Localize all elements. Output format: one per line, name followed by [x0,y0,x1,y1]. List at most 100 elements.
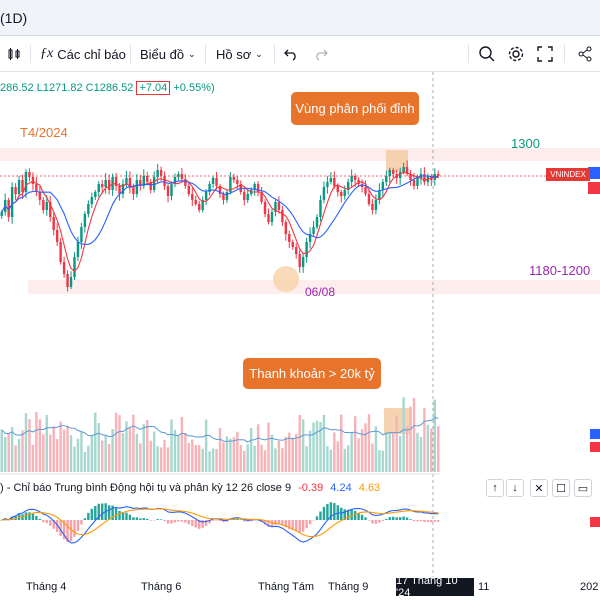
candle-body [218,186,222,194]
volume-bar [267,422,270,472]
callout-liquidity: Thanh khoản > 20k tỷ [243,358,381,389]
move-pane-down-button[interactable]: ↓ [506,479,524,497]
ohlc-change-pct: +0.55%) [173,82,215,94]
price-badge: VNINDEX [546,168,590,181]
move-pane-up-button[interactable]: ↑ [486,479,504,497]
volume-bar [426,424,430,472]
quick-search-button[interactable] [478,36,496,72]
fullscreen-button[interactable] [537,36,553,72]
candle-body [437,174,440,176]
volume-bar [104,435,107,472]
macd-bar [291,520,294,531]
volume-bar [156,446,159,472]
macd-bar [409,519,412,520]
volume-bar [398,435,402,472]
gear-icon [508,46,524,62]
macd-value-1: -0.39 [298,482,324,494]
price-scale-marker [588,167,600,179]
share-button[interactable] [577,36,593,72]
candle-body [253,184,256,190]
volume-bar [295,434,298,472]
candle-body [149,182,152,190]
volume-bar [21,430,24,472]
collapse-pane-button[interactable]: ▭ [574,479,592,497]
candles-icon [8,48,20,60]
macd-bar [177,520,180,522]
volume-bar [90,435,94,472]
macd-bar [173,520,177,523]
macd-bar [239,519,242,521]
volume-bar [128,428,132,472]
candle-body [353,176,357,180]
candle-body [184,179,187,186]
macd-bar [118,510,121,520]
candle-body [28,172,31,177]
volume-bar [409,406,412,472]
macd-bar [28,512,31,520]
ma-slow-line [1,175,439,245]
support-zone [28,280,600,294]
macd-bar [159,519,163,520]
candle-body [222,194,225,200]
macd-title: ) - Chỉ báo Trung bình Động hội tụ và ph… [0,482,223,494]
volume-bar [35,412,38,472]
candle-body [232,177,236,180]
macd-bar [312,520,315,521]
volume-bar [277,440,281,472]
macd-legend: ) - Chỉ báo Trung bình Động hội tụ và ph… [0,482,380,494]
candle-body [246,194,249,200]
volume-bar [80,432,83,472]
candle-body [121,184,125,194]
macd-bar [281,520,284,526]
price-chart[interactable] [0,72,600,577]
macd-bar [194,520,197,528]
redo-button[interactable] [314,36,328,72]
volume-bar [346,445,350,472]
macd-bar [371,520,374,524]
volume-bar [218,428,222,472]
macd-bar [211,520,215,521]
candle-body [295,247,298,254]
time-axis-label: 202 [580,581,599,593]
volume-bar [274,448,277,472]
candle-body [322,187,326,200]
undo-button[interactable] [284,36,298,72]
candle-body [340,192,343,196]
macd-bar [398,517,402,520]
macd-bar [59,520,62,536]
volume-bar [222,442,225,472]
maximize-pane-button[interactable]: ☐ [552,479,570,497]
macd-bar [201,520,204,528]
candle-body [208,184,211,192]
candle-body [329,178,333,182]
profile-dropdown[interactable]: Hồ sơ ⌄ [216,36,263,72]
macd-bar [267,520,270,527]
compare-button[interactable] [6,36,22,72]
macd-bar [274,520,277,525]
peak-highlight [386,150,408,172]
candle-body [350,176,353,182]
settings-button[interactable] [507,36,525,72]
volume-bar [385,432,388,472]
macd-params: 12 26 close 9 [225,482,292,494]
chart-type-dropdown[interactable]: Biểu đồ ⌄ [140,36,196,72]
macd-value-3: 4.63 [358,482,381,494]
macd-bar [166,520,170,524]
candle-body [35,184,38,192]
volume-bar [118,415,121,472]
indicators-button[interactable]: ƒx Các chỉ báo [40,36,126,72]
macd-bar [343,509,346,520]
macd-bar [295,520,298,532]
time-axis-label: Tháng 6 [141,581,182,593]
window-title: (1D) [0,10,28,26]
macd-bar [308,520,312,525]
volume-bar [419,436,423,472]
macd-bar [298,520,301,533]
macd-bar [90,508,94,520]
candle-body [7,200,10,217]
close-pane-button[interactable]: ✕ [530,479,548,497]
ma-fast-line [1,171,439,273]
candle-body [114,177,118,186]
macd-bar [146,518,149,520]
volume-bar [14,445,17,472]
